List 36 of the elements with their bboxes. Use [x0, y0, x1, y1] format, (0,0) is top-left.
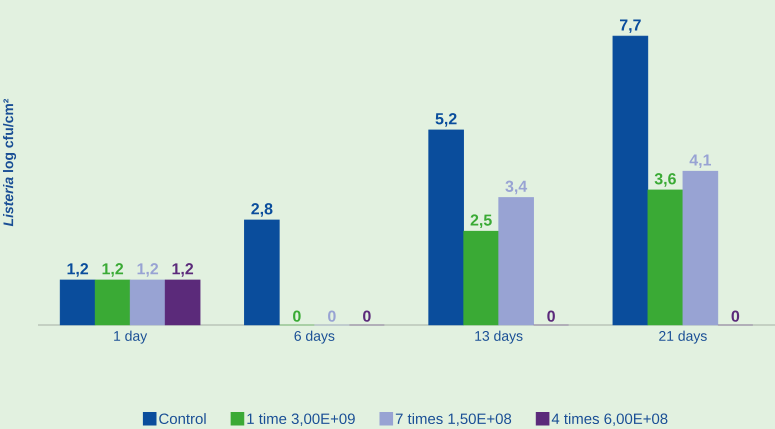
- x-tick-label: 6 days: [294, 330, 334, 344]
- bar: [463, 230, 499, 326]
- legend-label: 7 times 1,50E+08: [396, 413, 512, 426]
- bar: [60, 280, 96, 326]
- data-label: 0: [363, 310, 371, 322]
- x-tick-label: 21 days: [659, 330, 707, 344]
- bar: [612, 36, 648, 326]
- data-label: 3,4: [505, 180, 528, 194]
- data-label: 7,7: [620, 19, 641, 33]
- data-label: 5,2: [436, 113, 457, 127]
- data-label: 1,2: [68, 263, 88, 277]
- legend-label: 1 time 3,00E+09: [247, 413, 355, 426]
- data-label: 2,8: [251, 203, 272, 217]
- data-label: 3,6: [654, 173, 676, 187]
- legend-label: Control: [159, 413, 206, 424]
- data-label: 1,2: [102, 263, 124, 277]
- data-label: 0: [293, 310, 301, 322]
- legend-label: 4 times 6,00E+08: [552, 413, 668, 426]
- data-label: 1,2: [138, 263, 158, 277]
- bar: [682, 170, 718, 326]
- y-axis-title: Listeria log cfu/cm²: [2, 98, 16, 226]
- data-label: 0: [732, 310, 740, 322]
- bar: [94, 280, 130, 326]
- data-label: 1,2: [172, 263, 194, 277]
- bar: [498, 197, 534, 326]
- bar: [648, 190, 684, 326]
- data-label: 4,1: [690, 154, 712, 168]
- data-label: 2,5: [470, 214, 492, 228]
- data-label: 0: [547, 310, 555, 322]
- x-tick-label: 1 day: [114, 330, 148, 344]
- bar: [428, 130, 464, 326]
- bar: [164, 280, 200, 326]
- bar: [244, 220, 280, 326]
- x-tick-label: 13 days: [475, 330, 523, 344]
- data-label: 0: [328, 310, 336, 322]
- bar: [130, 280, 166, 326]
